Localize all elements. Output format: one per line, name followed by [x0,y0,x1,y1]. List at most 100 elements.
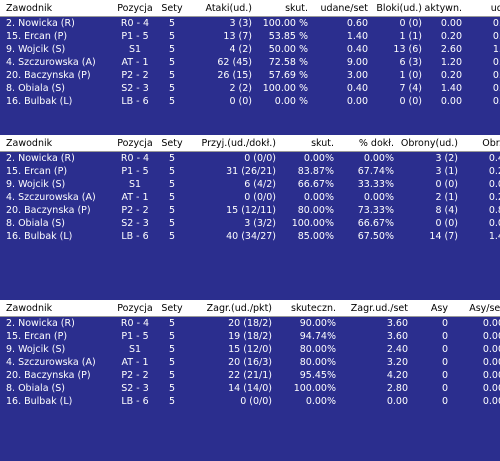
table-row[interactable]: 16. Bulbak (L) LB - 6 5 0 (0/0) 0.00% 0.00 0 0.… [0,395,500,408]
table-cell: 0 [441,318,448,329]
table-cell: 94.74% [299,331,336,342]
table-row[interactable]: 16. Bulbak (L) LB - 6 5 0 (0) 0.00 % 0.00 0 (0… [0,95,500,108]
column-header[interactable]: % dokł. [358,138,394,149]
column-header[interactable]: Obrony(ud.) [400,138,458,149]
table-cell: 8. Obiala (S) [6,218,65,229]
table-row[interactable]: 20. Baczynska (P) P2 - 2 5 15 (12/11) 80.00%… [0,204,500,217]
table-cell: 20. Baczynska (P) [6,70,91,81]
column-header[interactable]: udane/set [320,3,368,14]
column-header[interactable]: Sety [161,303,183,314]
column-header[interactable]: Sety [161,138,183,149]
column-header[interactable]: Bloki(ud.) [376,3,422,14]
table-row[interactable]: 4. Szczurowska (A) AT - 1 5 20 (16/3) 80.00%… [0,356,500,369]
attack-block-table: Zawodnik Pozycja Sety Ataki(ud.) skut. udane/… [0,0,500,132]
table-row[interactable]: 9. Wojcik (S) S1 5 15 (12/0) 80.00% 2.40 0 0.00 [0,343,500,356]
table-cell: 3.20 [386,357,408,368]
table-cell: 2.60 [440,44,462,55]
table-cell: 0.00 [482,383,500,394]
table-cell: 16. Bulbak (L) [6,231,73,242]
table-cell: 4. Szczurowska (A) [6,57,96,68]
table-cell: 0.40 [346,44,368,55]
column-header[interactable]: Ataki(ud.) [205,3,252,14]
table-cell: 1.40 [440,83,462,94]
table-cell: 5 [168,218,176,229]
table-cell: 0.20 [440,70,462,81]
table-cell: 85.00% [297,231,334,242]
table-cell: 80.00% [299,344,336,355]
column-header[interactable]: Zagr.ud./set [350,303,408,314]
table-cell: 0.80 [492,83,500,94]
table-cell: 0.00 [482,357,500,368]
column-header[interactable]: Zawodnik [6,3,53,14]
table-cell: 67.50% [357,231,394,242]
table-cell: 0.40 [488,153,500,164]
table-cell: 0 (0) [229,96,252,107]
table-cell: 83.87% [297,166,334,177]
column-header[interactable]: skuteczn. [291,303,336,314]
table-cell: 5 [168,344,176,355]
table-cell: 3 (2) [435,153,458,164]
table-cell: P1 - 5 [121,166,149,177]
table-cell: 5 [168,166,176,177]
table-row[interactable]: 15. Ercan (P) P1 - 5 5 13 (7) 53.85 % 1.40 1 (… [0,30,500,43]
table-cell: 0.60 [346,18,368,29]
table-row[interactable]: 8. Obiala (S) S2 - 3 5 2 (2) 100.00 % 0.40 7 (… [0,82,500,95]
table-cell: 0.00 [492,96,500,107]
column-header[interactable]: ud./s [490,3,500,14]
table-cell: 57.69 % [268,70,308,81]
column-header[interactable]: Pozycja [117,138,153,149]
table-row[interactable]: 4. Szczurowska (A) AT - 1 5 62 (45) 72.58 % 9… [0,56,500,69]
table-cell: 0.00 [386,396,408,407]
table-header: Zawodnik Pozycja Sety Ataki(ud.) skut. udane/… [0,0,500,17]
table-cell: 0.40 [346,83,368,94]
table-cell: 4.20 [386,370,408,381]
table-cell: 0.00 [482,370,500,381]
column-header[interactable]: Sety [161,3,183,14]
column-header[interactable]: Obr./s [482,138,500,149]
table-row[interactable]: 4. Szczurowska (A) AT - 1 5 0 (0/0) 0.00% 0.0… [0,191,500,204]
table-row[interactable]: 8. Obiala (S) S2 - 3 5 14 (14/0) 100.00% 2.80… [0,382,500,395]
table-cell: 20 (18/2) [228,318,272,329]
column-header[interactable]: Zagr.(ud./pkt) [206,303,272,314]
table-cell: S1 [128,344,142,355]
table-cell: 20. Baczynska (P) [6,370,91,381]
table-cell: 5 [168,205,176,216]
table-row[interactable]: 2. Nowicka (R) R0 - 4 5 3 (3) 100.00 % 0.60 0 … [0,17,500,30]
table-cell: 0 [441,357,448,368]
column-header[interactable]: Zawodnik [6,138,53,149]
table-row[interactable]: 20. Baczynska (P) P2 - 2 5 22 (21/1) 95.45% 4… [0,369,500,382]
table-cell: 5 [168,179,176,190]
column-header[interactable]: Pozycja [117,303,153,314]
column-header[interactable]: Asy [430,303,448,314]
table-cell: AT - 1 [121,357,149,368]
column-header[interactable]: Przyj.(ud./dokł.) [201,138,276,149]
table-cell: 0.00 [492,18,500,29]
table-cell: P1 - 5 [121,31,149,42]
table-cell: 100.00 % [262,83,308,94]
table-row[interactable]: 20. Baczynska (P) P2 - 2 5 26 (15) 57.69 % 3.… [0,69,500,82]
table-row[interactable]: 9. Wojcik (S) S1 5 6 (4/2) 66.67% 33.33% 0 (0)… [0,178,500,191]
table-cell: 1.40 [346,31,368,42]
table-row[interactable]: 15. Ercan (P) P1 - 5 5 19 (18/2) 94.74% 3.60 0… [0,330,500,343]
table-row[interactable]: 8. Obiala (S) S2 - 3 5 3 (3/2) 100.00% 66.67%… [0,217,500,230]
table-row[interactable]: 15. Ercan (P) P1 - 5 5 31 (26/21) 83.87% 67.7… [0,165,500,178]
column-header[interactable]: Zawodnik [6,303,53,314]
column-header[interactable]: Asy/set [469,303,500,314]
column-header[interactable]: Pozycja [117,3,153,14]
table-row[interactable]: 2. Nowicka (R) R0 - 4 5 20 (18/2) 90.00% 3.60… [0,317,500,330]
table-cell: 66.67% [297,179,334,190]
table-cell: 1.20 [492,44,500,55]
table-cell: 0.00 [346,96,368,107]
table-row[interactable]: 16. Bulbak (L) LB - 6 5 40 (34/27) 85.00% 67.… [0,230,500,243]
column-header[interactable]: skut. [285,3,308,14]
table-row[interactable]: 2. Nowicka (R) R0 - 4 5 0 (0/0) 0.00% 0.00% 3 … [0,152,500,165]
table-cell: 3.60 [386,331,408,342]
table-row[interactable]: 9. Wojcik (S) S1 5 4 (2) 50.00 % 0.40 13 (6) 2.… [0,43,500,56]
table-cell: 4. Szczurowska (A) [6,357,96,368]
table-cell: 1 (1) [399,31,422,42]
table-cell: 50.00 % [268,44,308,55]
column-header[interactable]: aktywn. [424,3,462,14]
table-cell: 3 (3/2) [244,218,276,229]
column-header[interactable]: skut. [311,138,334,149]
table-cell: 2. Nowicka (R) [6,18,75,29]
